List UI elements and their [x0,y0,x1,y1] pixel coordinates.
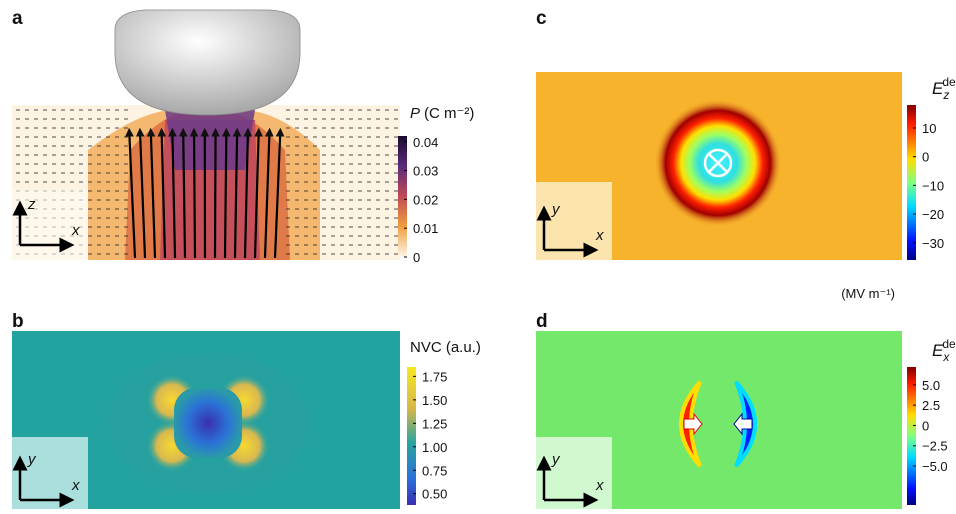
colorbar-tick-label: −2.5 [922,439,948,454]
axis-label: z [27,196,36,213]
panel-a [12,10,400,260]
panel-label: b [12,311,24,332]
colorbar-tick-label: 0 [922,418,929,433]
figure: (MV m⁻¹) axz0.040.030.020.010P(C m⁻²)bxy… [0,0,956,514]
axis-inset [536,437,612,509]
field-arrow [194,130,195,258]
colorbar-tick-label: 2.5 [922,398,940,413]
colorbar-tick-label: 1.75 [422,369,447,384]
colorbar-title: Ezdep [932,75,956,102]
axis-label: x [71,477,80,494]
panel-b [12,331,400,509]
shared-unit: (MV m⁻¹) [841,286,895,301]
panel-c [536,72,902,260]
colorbar-tick-label: 0.03 [413,164,438,179]
panel-label: d [536,311,548,332]
colorbar [907,367,916,505]
colorbar-tick-label: 0.02 [413,192,438,207]
axis-label: x [595,227,604,244]
colorbar-title-superscript: dep [942,337,956,351]
colorbar-tick-label: 0.04 [413,135,438,150]
colorbar-title: P(C m⁻²) [410,105,474,122]
colorbar-tick-label: −20 [922,207,944,222]
polarization-core [165,110,255,170]
colorbar-title-subscript: z [942,88,949,102]
colorbar-tick-label: 1.25 [422,416,447,431]
tip [115,10,300,115]
colorbar [398,136,407,257]
colorbar-tick-label: 10 [922,121,936,136]
colorbar-title-subscript: x [942,350,950,364]
panel-label: a [12,8,23,29]
colorbar-tick-label: 0 [413,250,420,265]
colorbar-title-symbol: NVC (a.u.) [410,339,481,356]
colorbar-title-unit: (C m⁻²) [424,105,474,122]
colorbar-tick-label: −10 [922,178,944,193]
axis-label: x [71,222,80,239]
axis-inset [12,437,88,509]
panel-label: c [536,8,547,29]
colorbar-tick-label: 0.50 [422,487,447,502]
colorbar-title: NVC (a.u.) [410,339,481,356]
colorbar-title-symbol: P [410,105,420,122]
colorbar-title-superscript: dep [942,75,956,89]
colorbar-tick-label: −30 [922,236,944,251]
colorbar-tick-label: 0.75 [422,463,447,478]
field-arrow [225,130,226,258]
colorbar-tick-label: 0.01 [413,221,438,236]
colorbar-tick-label: 5.0 [922,378,940,393]
colorbar [407,367,416,505]
axis-label: x [595,477,604,494]
nvc-core [174,388,242,458]
panel-d [536,331,902,509]
colorbar-title: Exdep [932,337,956,364]
colorbar-tick-label: −5.0 [922,459,948,474]
colorbar-tick-label: 0 [922,150,929,165]
axis-inset [536,182,612,260]
field-arrow [215,130,216,258]
colorbar-tick-label: 1.50 [422,393,447,408]
colorbar-tick-label: 1.00 [422,440,447,455]
